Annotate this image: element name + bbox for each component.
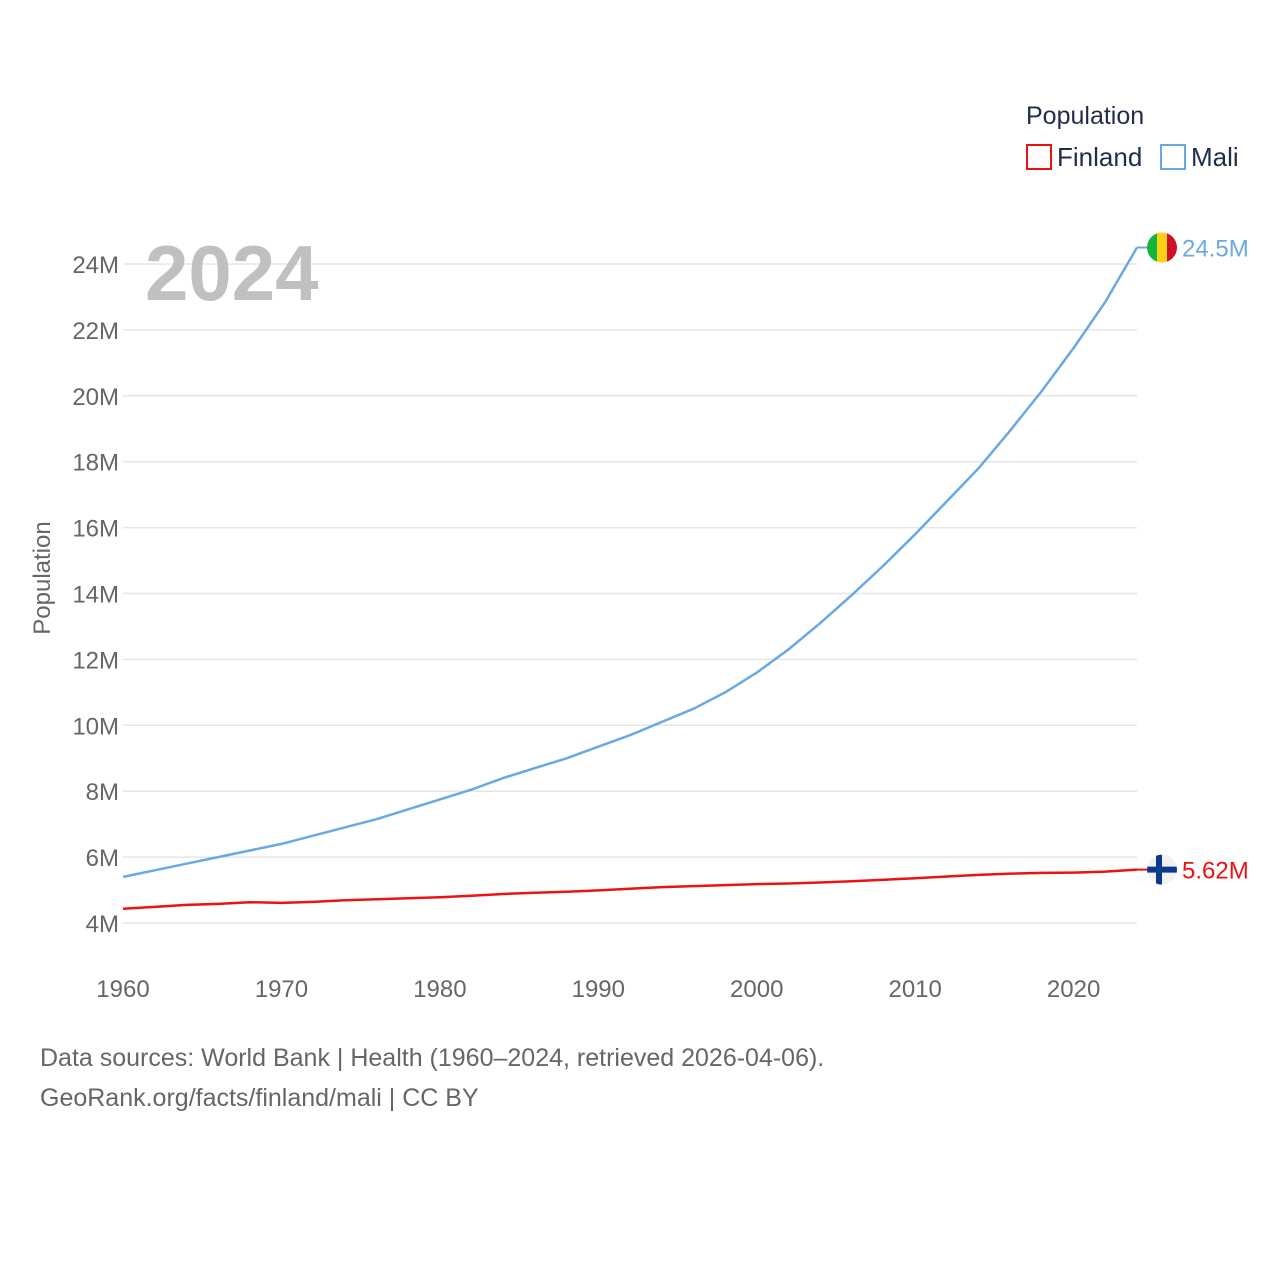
y-axis-ticks: 4M 6M 8M 10M 12M 14M 16M 18M 20M 22M 24M [72,252,119,938]
end-label-mali: 24.5M [1182,236,1249,263]
x-axis-ticks: 1960 1970 1980 1990 2000 2010 2020 [96,976,1100,1003]
footer-link[interactable]: GeoRank.org/facts/finland/mali | CC BY [40,1084,479,1112]
grid-lines [123,263,1137,924]
y-tick-label: 20M [72,384,119,411]
y-tick-label: 22M [72,318,119,345]
y-axis-title: Population [29,521,56,634]
x-tick-label: 2010 [888,976,941,1003]
mali-flag-icon [1147,232,1177,263]
y-tick-label: 14M [72,582,119,609]
legend-title: Population [1026,102,1144,130]
y-tick-label: 16M [72,516,119,543]
series-line-mali[interactable] [122,246,1139,879]
legend[interactable]: Population Finland Mali [1026,102,1239,172]
series-lines [122,246,1139,911]
end-label-finland: 5.62M [1182,858,1249,885]
legend-item-mali[interactable]: Mali [1160,142,1239,172]
y-tick-label: 6M [86,845,119,872]
legend-swatch-finland [1026,144,1052,170]
x-tick-label: 1990 [572,976,625,1003]
y-tick-label: 8M [86,779,119,806]
y-tick-label: 4M [86,911,119,938]
footer-source: Data sources: World Bank | Health (1960–… [40,1044,825,1072]
legend-label-finland: Finland [1057,142,1142,172]
end-labels: 5.62M 24.5M [1137,232,1249,885]
y-tick-label: 18M [72,450,119,477]
x-tick-label: 1970 [255,976,308,1003]
x-tick-label: 2020 [1047,976,1100,1003]
x-tick-label: 2000 [730,976,783,1003]
y-tick-label: 12M [72,647,119,674]
y-tick-label: 10M [72,713,119,740]
finland-flag-icon [1147,854,1177,885]
legend-swatch-mali [1160,144,1186,170]
series-line-finland[interactable] [122,868,1138,911]
legend-item-finland[interactable]: Finland [1026,142,1142,172]
x-tick-label: 1960 [96,976,149,1003]
legend-label-mali: Mali [1191,142,1239,172]
x-tick-label: 1980 [413,976,466,1003]
year-label: 2024 [145,229,319,317]
y-tick-label: 24M [72,252,119,279]
